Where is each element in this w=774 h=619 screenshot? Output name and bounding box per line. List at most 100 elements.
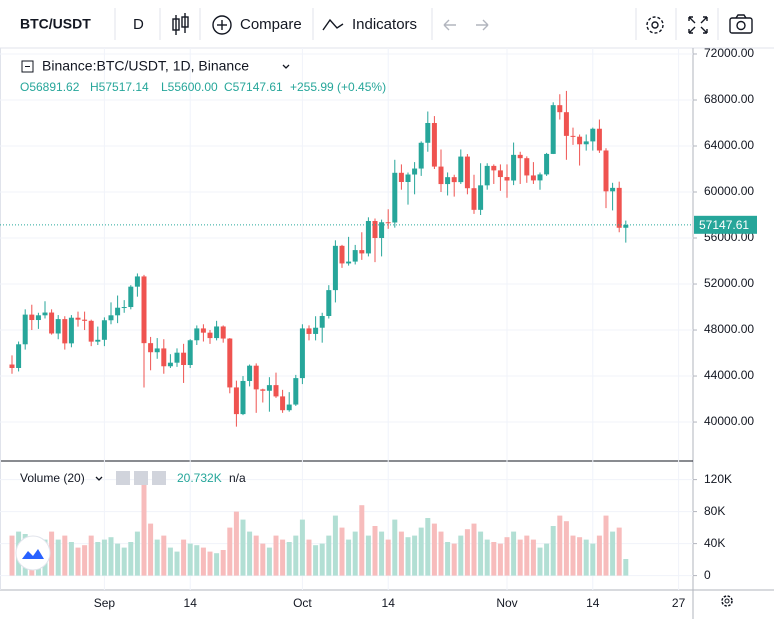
volume-bar xyxy=(392,519,398,576)
volume-bar xyxy=(299,519,305,576)
volume-chevron[interactable] xyxy=(95,476,103,481)
y-tick-label: 120K xyxy=(704,472,732,486)
volume-bar xyxy=(478,531,484,576)
candle-body xyxy=(240,380,246,415)
interval[interactable]: D xyxy=(133,16,144,33)
candle-body xyxy=(326,290,332,316)
volume-bar xyxy=(418,527,424,576)
y-tick-label: 68000.00 xyxy=(704,92,754,106)
volume-bar xyxy=(517,539,523,576)
volume-bar xyxy=(623,559,629,576)
fullscreen-icon[interactable] xyxy=(688,16,708,34)
volume-bar xyxy=(332,515,338,576)
chart-style-icon[interactable] xyxy=(172,13,189,35)
candle-body xyxy=(75,317,81,320)
candle-body xyxy=(451,177,457,183)
candle-body xyxy=(550,105,556,154)
candle-body xyxy=(82,319,88,321)
candle-body xyxy=(154,348,160,353)
volume-bar xyxy=(544,543,550,576)
candle-body xyxy=(42,312,48,316)
candle-body xyxy=(517,154,523,159)
volume-bar xyxy=(240,519,246,576)
compare-button[interactable]: Compare xyxy=(212,15,302,35)
candle-body xyxy=(590,128,596,142)
indicators-label[interactable]: Indicators xyxy=(352,16,417,33)
toolbar: BTC/USDT D Compare Indicators xyxy=(0,8,774,49)
candle-body xyxy=(464,156,470,189)
last-price-box xyxy=(694,215,757,234)
volume-close[interactable] xyxy=(152,471,166,485)
candle-body xyxy=(35,315,41,321)
candle-body xyxy=(563,112,569,136)
undo[interactable] xyxy=(443,19,456,31)
volume-bar xyxy=(9,535,15,576)
volume-bar xyxy=(359,505,365,576)
candle-body xyxy=(62,319,68,344)
candle-body xyxy=(405,174,411,182)
volume-bar xyxy=(412,535,418,576)
legend-high: H57517.14 xyxy=(90,80,149,94)
last-price-label: 57147.61 xyxy=(699,218,749,232)
legend-collapse[interactable] xyxy=(21,60,34,73)
candle-body xyxy=(478,185,484,210)
volume-bar xyxy=(306,539,312,576)
volume-bar xyxy=(603,515,609,576)
y-tick-label: 80K xyxy=(704,504,725,518)
volume-bar xyxy=(313,545,319,576)
volume-bar xyxy=(273,535,279,576)
volume-settings[interactable] xyxy=(134,471,148,485)
candle-body xyxy=(128,286,134,308)
candle-body xyxy=(207,332,213,339)
candle-body xyxy=(610,187,616,192)
legend-close: C57147.61 xyxy=(224,80,283,94)
symbol[interactable]: BTC/USDT xyxy=(20,16,91,32)
logo[interactable] xyxy=(15,535,51,571)
y-tick-label: 0 xyxy=(704,568,711,582)
candle-body xyxy=(544,153,550,175)
volume-bar xyxy=(326,535,332,576)
legend-chevron[interactable] xyxy=(282,64,290,69)
candle-body xyxy=(306,328,312,334)
volume-bar xyxy=(75,547,81,576)
volume-bar xyxy=(200,547,206,576)
candle-body xyxy=(484,165,490,186)
redo[interactable] xyxy=(476,19,489,31)
volume-visibility[interactable] xyxy=(116,471,130,485)
candle-body xyxy=(379,222,385,239)
snapshot-icon[interactable] xyxy=(729,14,753,34)
indicators-button[interactable]: Indicators xyxy=(322,16,417,33)
volume-bar xyxy=(464,529,470,576)
y-tick-label: 44000.00 xyxy=(704,368,754,382)
time-axis-settings[interactable] xyxy=(721,595,733,607)
candle-body xyxy=(570,135,576,137)
volume-bar xyxy=(174,551,180,576)
candle-body xyxy=(227,338,233,388)
volume-bar xyxy=(49,531,55,576)
candle-body xyxy=(174,352,180,363)
candle-body xyxy=(603,150,609,192)
volume-extra: n/a xyxy=(229,471,246,485)
candle-body xyxy=(214,326,220,339)
candle-body xyxy=(385,222,391,224)
y-tick-label: 64000.00 xyxy=(704,138,754,152)
settings-icon[interactable] xyxy=(646,16,664,34)
compare-label[interactable]: Compare xyxy=(240,16,302,33)
volume-bar xyxy=(583,539,589,576)
candle-body xyxy=(616,187,622,228)
candle-body xyxy=(497,170,503,178)
volume-title[interactable]: Volume (20) xyxy=(20,471,85,485)
candle-body xyxy=(181,352,187,365)
candle-body xyxy=(438,166,444,185)
volume-bar xyxy=(570,535,576,576)
candle-body xyxy=(319,315,325,328)
y-tick-label: 48000.00 xyxy=(704,322,754,336)
legend-title[interactable]: Binance:BTC/USDT, 1D, Binance xyxy=(42,58,249,74)
candle-body xyxy=(313,327,319,334)
volume-bar xyxy=(260,543,266,576)
volume-bar xyxy=(431,523,437,576)
candle-body xyxy=(346,261,352,264)
candle-body xyxy=(471,188,477,210)
